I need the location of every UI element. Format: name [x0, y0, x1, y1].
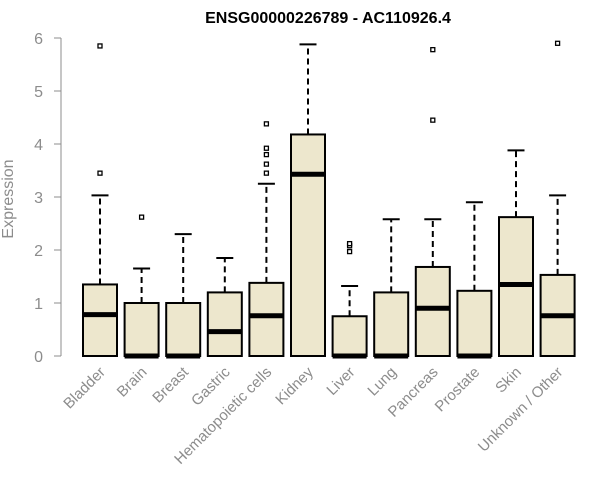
x-tick-label: Breast: [149, 363, 192, 406]
box-rect: [456, 289, 493, 357]
x-tick-label: Lung: [364, 364, 400, 400]
y-tick-label: 4: [34, 137, 43, 154]
y-tick-label: 3: [34, 190, 43, 207]
box-rect: [414, 265, 451, 357]
x-tick-label: Skin: [492, 364, 525, 397]
box-rect: [331, 315, 368, 357]
outlier-point: [430, 117, 436, 123]
box-gastric: [206, 256, 243, 357]
box-pancreas: [414, 47, 451, 357]
x-tick-label: Prostate: [432, 364, 484, 416]
outlier-point: [97, 170, 103, 176]
outlier-point: [430, 47, 436, 53]
outlier-point: [263, 151, 270, 158]
box-bladder: [82, 43, 118, 358]
box-liver: [331, 240, 368, 359]
y-axis: 0 1 2 3 4 5 6: [34, 31, 62, 366]
boxes-group: [82, 40, 576, 359]
box-breast: [165, 233, 202, 359]
box-hematopoietic-cells: [248, 121, 285, 357]
y-tick-label: 6: [34, 31, 43, 48]
y-tick-label: 1: [34, 296, 43, 313]
box-rect: [248, 281, 285, 357]
x-tick-label: Liver: [323, 364, 358, 399]
box-kidney: [290, 43, 326, 357]
box-rect: [206, 291, 243, 357]
box-rect: [373, 291, 410, 357]
outlier-point: [138, 214, 145, 220]
outlier-point: [263, 161, 270, 167]
box-lung: [373, 218, 410, 359]
y-tick-label: 0: [34, 349, 43, 366]
x-tick-label: Kidney: [272, 363, 317, 408]
outlier-point: [263, 170, 270, 176]
box-unknown-other: [539, 40, 576, 357]
outlier-point: [263, 121, 270, 127]
outlier-point: [554, 40, 561, 46]
box-prostate: [456, 201, 493, 359]
box-rect: [82, 283, 118, 358]
box-rect: [123, 302, 160, 357]
outlier-point: [97, 43, 103, 49]
y-tick-label: 5: [34, 84, 43, 101]
y-tick-label: 2: [34, 243, 43, 260]
outlier-point: [346, 240, 353, 247]
outlier-point: [346, 248, 353, 255]
x-tick-label: Brain: [114, 364, 151, 401]
chart-title: ENSG00000226789 - AC110926.4: [205, 10, 451, 27]
outlier-point: [263, 145, 270, 151]
y-axis-label: Expression: [0, 159, 17, 238]
x-tick-label: Bladder: [60, 364, 109, 413]
box-skin: [498, 149, 534, 357]
box-rect: [290, 133, 326, 357]
box-rect: [165, 302, 202, 357]
box-brain: [123, 214, 160, 359]
